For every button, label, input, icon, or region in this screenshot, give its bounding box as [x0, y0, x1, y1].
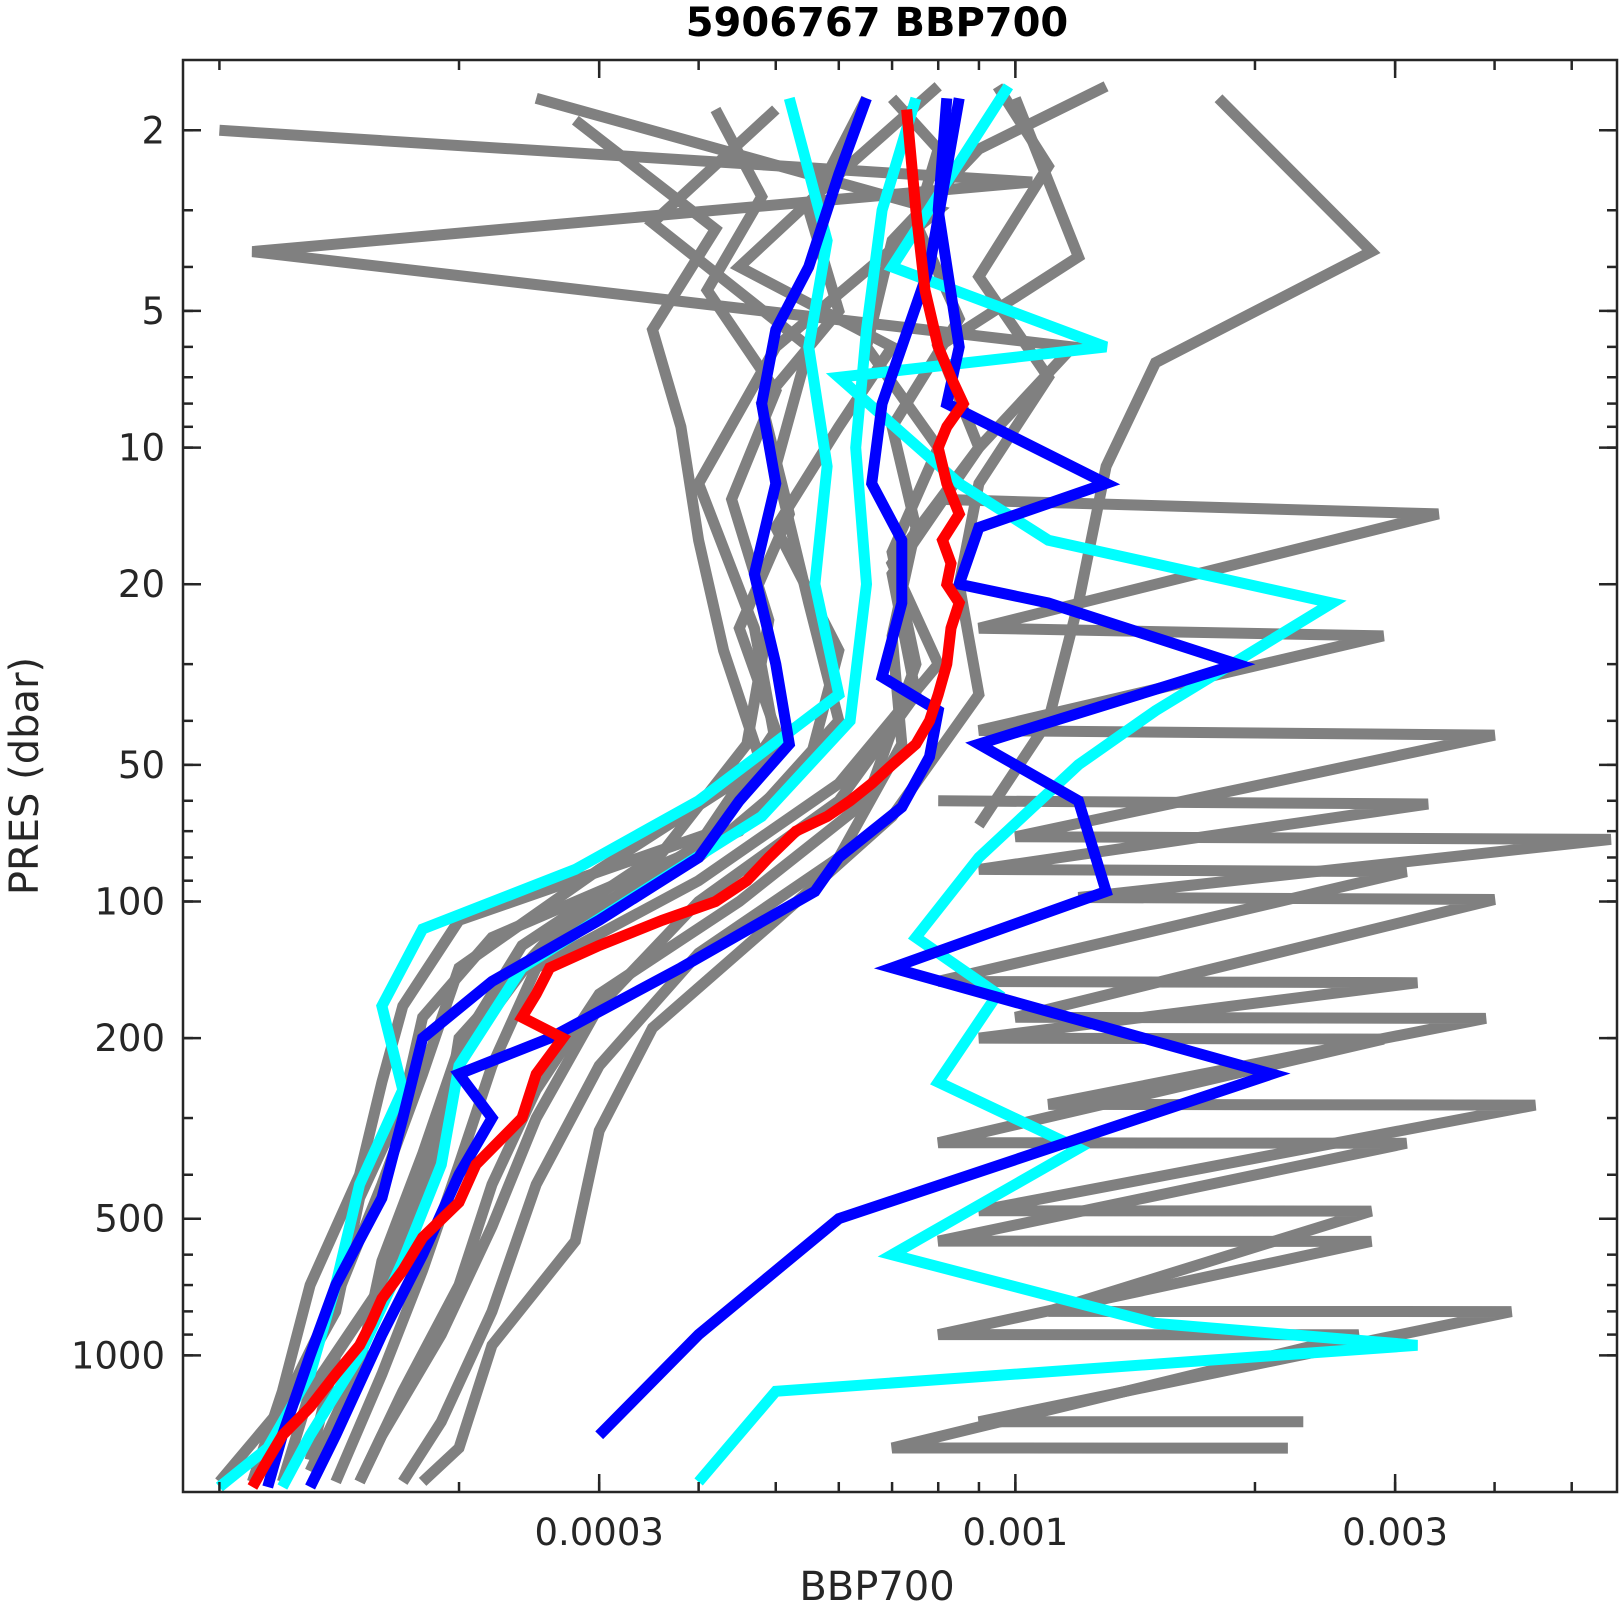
y-tick-label-6: 200 [94, 1017, 165, 1060]
series-layer [215, 81, 1612, 1492]
series-line-16 [694, 83, 1418, 1486]
y-tick-label-8: 1000 [71, 1334, 165, 1377]
x-tick-label-0: 0.0003 [534, 1511, 663, 1554]
series-line-17 [262, 96, 872, 1489]
x-tick-label-1: 0.001 [962, 1511, 1068, 1554]
y-tick-label-7: 500 [94, 1198, 165, 1241]
y-axis-label: PRES (dbar) [2, 657, 48, 895]
series-line-13 [890, 795, 1429, 1454]
series-line-10 [219, 124, 1085, 1485]
y-tick-label-0: 2 [141, 109, 165, 152]
series-line-20 [247, 108, 970, 1490]
y-tick-label-2: 10 [118, 427, 165, 470]
series-line-5 [215, 115, 769, 1486]
tick-layer: 0.0003 0.001 0.003 2 5 10 20 50 100 200 500 1000 [71, 60, 1617, 1554]
y-tick-label-1: 5 [141, 290, 165, 333]
y-tick-label-4: 50 [118, 744, 165, 787]
y-tick-label-5: 100 [94, 880, 165, 923]
y-tick-label-3: 20 [118, 563, 165, 606]
x-tick-label-2: 0.003 [1342, 1511, 1448, 1554]
axes-frame [181, 58, 1619, 1494]
x-axis-label: BBP700 [799, 1564, 954, 1610]
chart-title: 5906767 BBP700 [686, 0, 1069, 46]
